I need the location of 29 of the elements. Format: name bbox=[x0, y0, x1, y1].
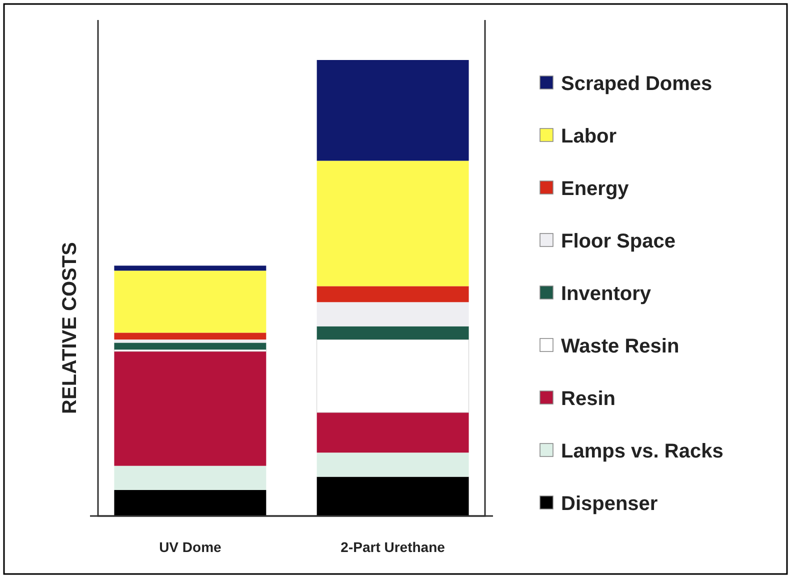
bar bbox=[114, 270, 266, 333]
y-axis-title: RELATIVE COSTS bbox=[59, 242, 81, 414]
bar bbox=[316, 339, 470, 413]
bar bbox=[316, 476, 469, 516]
x-tick-label: 2-Part Urethane bbox=[340, 539, 446, 555]
legend-label: Floor Space bbox=[561, 230, 676, 252]
legend-label: Labor bbox=[561, 126, 617, 148]
bar bbox=[316, 412, 469, 453]
legend-label: Dispenser bbox=[561, 493, 658, 515]
bar bbox=[316, 452, 469, 477]
bar bbox=[114, 266, 266, 271]
bar bbox=[316, 302, 469, 326]
legend-label: Scraped Domes bbox=[561, 73, 712, 95]
x-tick-label: UV Dome bbox=[159, 539, 222, 555]
bar bbox=[316, 160, 469, 286]
bar bbox=[114, 466, 266, 490]
bar bbox=[316, 60, 469, 161]
bar bbox=[316, 326, 469, 340]
legend-label: Inventory bbox=[561, 283, 652, 305]
legend-label: Lamps vs. Racks bbox=[561, 440, 724, 462]
text: Waste Resin bbox=[561, 336, 680, 358]
legend-label: Resin bbox=[561, 388, 616, 410]
bar bbox=[114, 342, 266, 350]
bar bbox=[114, 332, 266, 340]
legend-label: Energy bbox=[561, 178, 630, 200]
bar bbox=[114, 351, 266, 466]
bar bbox=[316, 286, 469, 302]
bar bbox=[114, 490, 266, 516]
bar bbox=[114, 340, 266, 343]
